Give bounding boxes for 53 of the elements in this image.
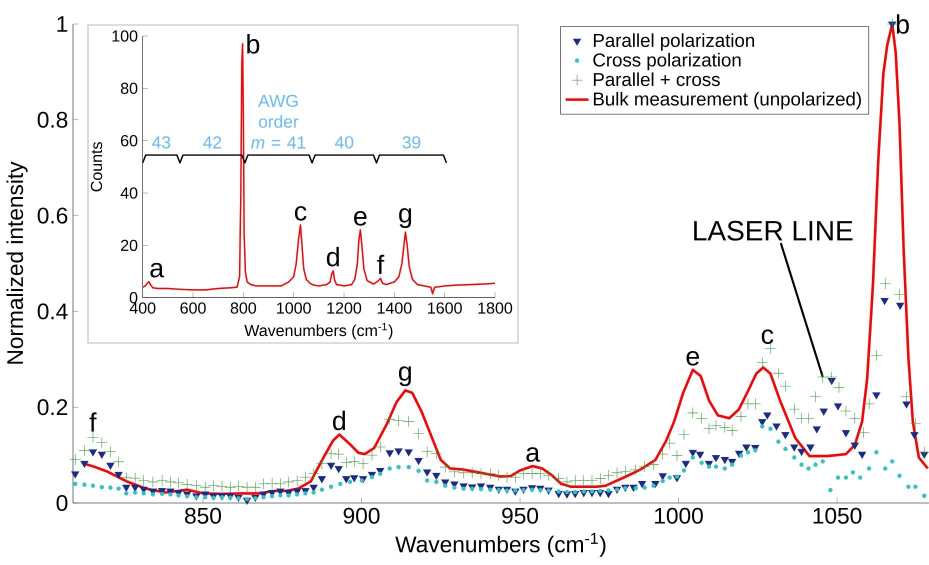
legend-label: Parallel + cross bbox=[594, 72, 720, 86]
x-tick-label: 850 bbox=[185, 508, 222, 524]
x-tick-label: 800 bbox=[230, 302, 256, 314]
annotation: f bbox=[377, 254, 384, 274]
annotation: f bbox=[89, 412, 97, 432]
x-axis-title: Wavenumbers (cm$^{-1}$) bbox=[395, 532, 606, 557]
y-tick-label: 80 bbox=[120, 82, 138, 94]
x-tick-label: 400 bbox=[130, 302, 156, 314]
y-axis-title: Normalized intensity bbox=[6, 162, 28, 364]
annotation: a bbox=[150, 262, 164, 278]
x-tick-label: 950 bbox=[502, 508, 538, 524]
annotation: 43 bbox=[152, 136, 170, 148]
annotation: a bbox=[526, 447, 540, 462]
annotation: 39 bbox=[402, 136, 420, 148]
x-tick-label: 1600 bbox=[428, 302, 462, 314]
y-tick-label: 0.2 bbox=[38, 399, 68, 416]
legend-label: Parallel polarization bbox=[594, 33, 754, 51]
annotation: d bbox=[326, 246, 339, 266]
annotation: d bbox=[333, 410, 346, 430]
y-tick-label: 100 bbox=[112, 30, 138, 42]
y-tick-label: 1 bbox=[57, 16, 68, 32]
y-tick-label: 20 bbox=[120, 240, 138, 252]
y-tick-label: 0.8 bbox=[38, 112, 68, 128]
legend-label: Bulk measurement (unpolarized) bbox=[594, 92, 861, 110]
y-tick-label: 0.4 bbox=[38, 303, 68, 320]
annotation: e bbox=[686, 350, 700, 366]
annotation: b bbox=[896, 14, 909, 34]
x-tick-label: 1050 bbox=[814, 508, 862, 524]
y-tick-label: 0 bbox=[130, 292, 138, 304]
annotation: LASER LINE bbox=[694, 220, 852, 241]
annotation: b bbox=[247, 34, 260, 54]
y-axis-title: Counts bbox=[90, 142, 102, 192]
y-tick-label: 60 bbox=[121, 135, 138, 146]
annotation: AWG order m = 41 bbox=[251, 94, 306, 148]
annotation: g bbox=[399, 208, 412, 228]
y-tick-label: 0 bbox=[56, 494, 68, 512]
x-tick-label: 600 bbox=[180, 302, 206, 314]
x-tick-label: 1000 bbox=[277, 302, 311, 314]
y-tick-label: 0.6 bbox=[38, 208, 68, 224]
annotation: c bbox=[762, 329, 774, 344]
annotation: 40 bbox=[335, 136, 354, 148]
x-axis-title: Wavenumbers (cm$^{-1}$) bbox=[244, 322, 392, 340]
legend-label: Cross polarization bbox=[593, 52, 741, 70]
x-tick-label: 1200 bbox=[327, 302, 362, 314]
x-tick-label: 1400 bbox=[378, 302, 412, 314]
x-tick-label: 900 bbox=[344, 508, 380, 524]
annotation: e bbox=[354, 211, 367, 226]
x-tick-label: 1000 bbox=[655, 508, 703, 524]
y-tick-label: 40 bbox=[120, 187, 138, 199]
annotation: c bbox=[294, 206, 306, 221]
annotation: 42 bbox=[203, 136, 222, 148]
x-tick-label: 1800 bbox=[478, 302, 512, 314]
annotation: g bbox=[398, 366, 411, 386]
